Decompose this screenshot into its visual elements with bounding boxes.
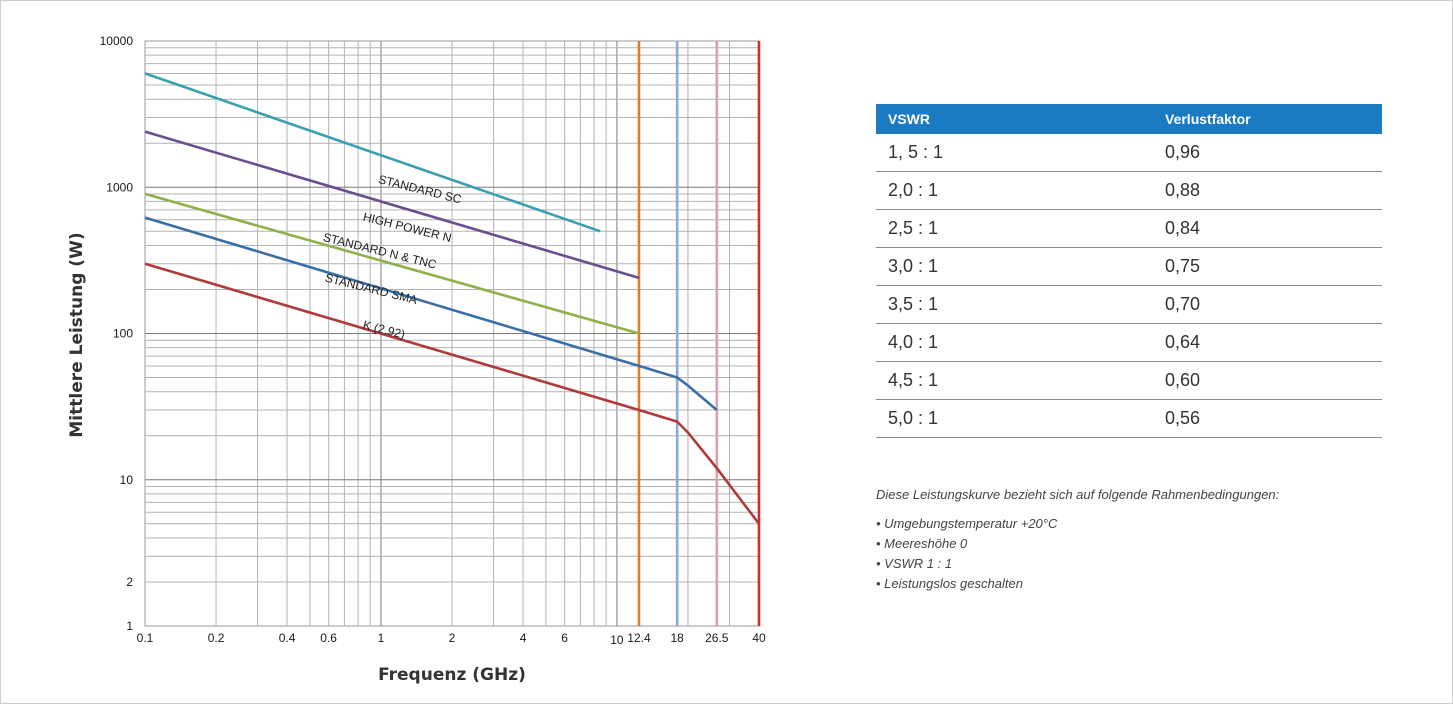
series-line bbox=[144, 72, 601, 233]
conditions-notes: Diese Leistungskurve bezieht sich auf fo… bbox=[876, 487, 1436, 595]
y-tick-label: 10 bbox=[120, 473, 134, 487]
table-cell-factor: 0,56 bbox=[1153, 399, 1382, 438]
table-row: 2,5 : 1 0,84 bbox=[876, 209, 1382, 248]
x-tick-label: 6 bbox=[561, 631, 568, 645]
table-row: 5,0 : 1 0,56 bbox=[876, 399, 1382, 438]
table-cell-factor: 0,60 bbox=[1153, 361, 1382, 400]
table-header-row: VSWR Verlustfaktor bbox=[876, 104, 1382, 134]
x-tick-label: 12.4 bbox=[627, 631, 651, 645]
table-cell-factor: 0,96 bbox=[1153, 134, 1382, 172]
y-tick-label: 10000 bbox=[100, 34, 134, 48]
table-cell-factor: 0,84 bbox=[1153, 209, 1382, 248]
table-cell-factor: 0,88 bbox=[1153, 171, 1382, 210]
x-tick-label: 0.6 bbox=[320, 631, 337, 645]
x-tick-label: 0.4 bbox=[279, 631, 296, 645]
x-tick-label: 2 bbox=[449, 631, 456, 645]
table-cell-vswr: 3,0 : 1 bbox=[876, 247, 1153, 286]
table-cell-vswr: 5,0 : 1 bbox=[876, 399, 1153, 438]
table-cell-vswr: 2,0 : 1 bbox=[876, 171, 1153, 210]
table-cell-vswr: 2,5 : 1 bbox=[876, 209, 1153, 248]
chart-grid bbox=[144, 40, 760, 627]
table-cell-factor: 0,75 bbox=[1153, 247, 1382, 286]
table-cell-vswr: 4,0 : 1 bbox=[876, 323, 1153, 362]
x-tick-label: 4 bbox=[520, 631, 527, 645]
notes-item: • Umgebungstemperatur +20°C bbox=[876, 516, 1058, 531]
notes-item: • Meereshöhe 0 bbox=[876, 536, 968, 551]
tick-labels: 0.1 0.2 0.4 0.6 1 2 4 6 10 12.4 18 26.5 401210100100… bbox=[100, 34, 766, 647]
y-tick-label: 1000 bbox=[106, 180, 133, 194]
table-header-verlustfaktor: Verlustfaktor bbox=[1153, 104, 1382, 134]
y-axis-title: Mittlere Leistung (W) bbox=[67, 232, 87, 437]
table-cell-vswr: 3,5 : 1 bbox=[876, 285, 1153, 324]
y-tick-label: 100 bbox=[113, 327, 133, 341]
table-row: 4,5 : 1 0,60 bbox=[876, 361, 1382, 400]
notes-item: • Leistungslos geschalten bbox=[876, 576, 1023, 591]
table-row: 1, 5 : 1 0,96 bbox=[876, 134, 1382, 172]
x-tick-label: 10 bbox=[610, 633, 624, 647]
table-cell-vswr: 1, 5 : 1 bbox=[876, 134, 1153, 172]
x-tick-label: 26.5 bbox=[705, 631, 729, 645]
notes-item: • VSWR 1 : 1 bbox=[876, 556, 953, 571]
x-axis-title: Frequenz (GHz) bbox=[378, 665, 526, 685]
table-row: 3,0 : 1 0,75 bbox=[876, 247, 1382, 286]
table-row: 4,0 : 1 0,64 bbox=[876, 323, 1382, 362]
table-cell-vswr: 4,5 : 1 bbox=[876, 361, 1153, 400]
table-cell-factor: 0,70 bbox=[1153, 285, 1382, 324]
x-tick-label: 0.2 bbox=[208, 631, 225, 645]
y-tick-label: 2 bbox=[126, 575, 133, 589]
vswr-table: VSWR Verlustfaktor 1, 5 : 1 0,96 2,0 : 1… bbox=[876, 104, 1382, 438]
table-row: 2,0 : 1 0,88 bbox=[876, 171, 1382, 210]
notes-intro: Diese Leistungskurve bezieht sich auf fo… bbox=[876, 487, 1280, 502]
table-header-vswr: VSWR bbox=[876, 104, 1153, 134]
chart-series bbox=[144, 72, 761, 525]
vswr-table-container: VSWR Verlustfaktor 1, 5 : 1 0,96 2,0 : 1… bbox=[876, 104, 1382, 438]
x-tick-label: 40 bbox=[752, 631, 766, 645]
y-tick-label: 1 bbox=[126, 619, 133, 633]
x-tick-label: 1 bbox=[378, 631, 385, 645]
x-tick-label: 0.1 bbox=[137, 631, 154, 645]
x-tick-label: 18 bbox=[670, 631, 684, 645]
table-row: 3,5 : 1 0,70 bbox=[876, 285, 1382, 324]
series-line bbox=[144, 262, 761, 525]
series-line bbox=[144, 216, 718, 411]
series-line bbox=[144, 130, 640, 280]
series-line bbox=[144, 192, 640, 335]
table-cell-factor: 0,64 bbox=[1153, 323, 1382, 362]
